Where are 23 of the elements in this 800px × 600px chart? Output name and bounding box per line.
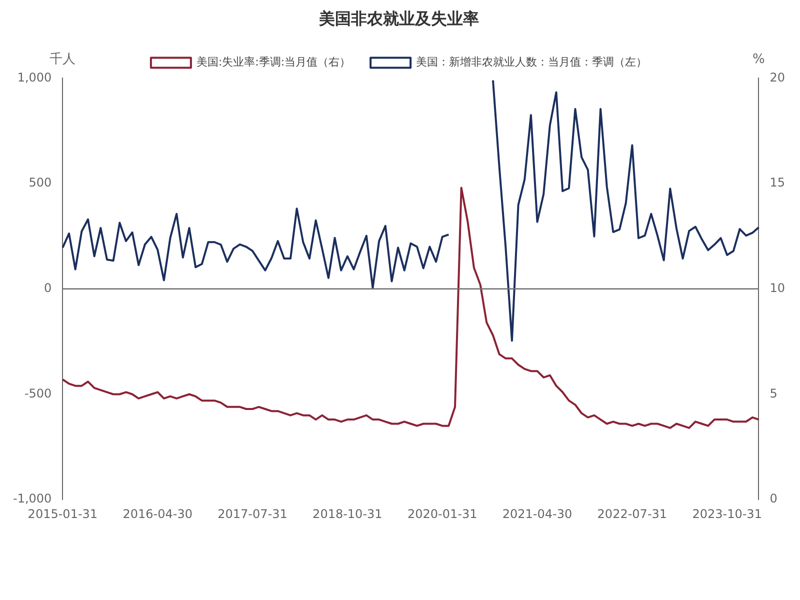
y-tick-label: 0 [44, 281, 52, 296]
legend-label: 美国：新增非农就业人数：当月值：季调（左） [416, 56, 648, 69]
legend-label: 美国:失业率:季调:当月值（右） [196, 56, 351, 69]
x-tick-label: 2022-07-31 [597, 506, 668, 521]
x-tick-label: 2015-01-31 [28, 506, 98, 521]
x-tick-label: 2023-10-31 [692, 506, 762, 521]
y2-tick-label: 0 [770, 492, 778, 506]
y2-tick-label: 20 [770, 70, 786, 84]
x-tick-label: 2017-07-31 [218, 506, 288, 521]
y-axis-title: 千人 [50, 52, 76, 68]
y2-tick-label: 5 [770, 386, 778, 400]
x-tick-label: 2016-04-30 [122, 506, 192, 521]
y-tick-label: 500 [28, 176, 52, 190]
y2-axis-title: % [752, 52, 765, 68]
x-tick-label: 2020-01-31 [407, 506, 478, 521]
y-tick-label: -500 [24, 386, 52, 400]
x-tick-label: 2018-10-31 [312, 506, 382, 521]
y-tick-label: -1,000 [12, 492, 52, 506]
y2-tick-label: 10 [770, 281, 786, 296]
chart-title: 美国非农就业及失业率 [318, 8, 479, 28]
y-tick-label: 1,000 [17, 70, 52, 84]
x-tick-label: 2021-04-30 [502, 506, 572, 521]
y2-tick-label: 15 [770, 176, 786, 190]
